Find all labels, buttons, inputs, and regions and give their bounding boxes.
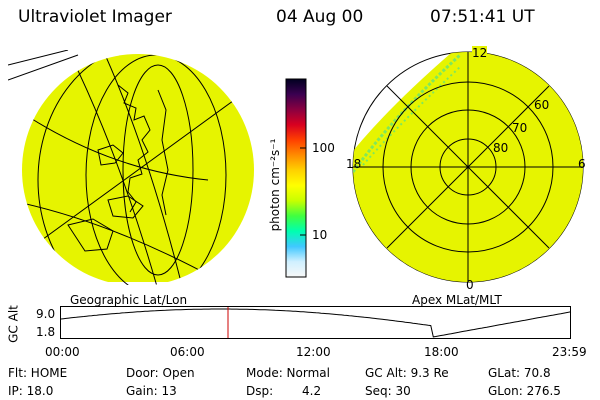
polar-image-panel bbox=[352, 51, 584, 283]
altitude-axis-label: GC Alt bbox=[6, 305, 21, 343]
meridian-line bbox=[22, 109, 209, 181]
coastline bbox=[67, 218, 114, 252]
altitude-strip-plot bbox=[60, 306, 572, 339]
meridian-line bbox=[67, 54, 159, 285]
altitude-tick-low: 1.8 bbox=[36, 325, 56, 339]
latitude-circle-40 bbox=[122, 64, 194, 276]
time-tick-1200: 12:00 bbox=[296, 345, 331, 359]
coastline bbox=[157, 89, 169, 216]
status-mode: Mode: Normal bbox=[246, 366, 330, 380]
colorbar-tick-10: 10 bbox=[312, 228, 328, 242]
altitude-curve bbox=[60, 308, 572, 338]
geographic-image-panel bbox=[8, 50, 268, 285]
time-tick-2359: 23:59 bbox=[552, 345, 587, 359]
status-gain: Gain: 13 bbox=[126, 384, 177, 398]
latitude-circle-80 bbox=[37, 54, 254, 285]
status-door: Door: Open bbox=[126, 366, 195, 380]
meridian-line bbox=[27, 89, 249, 251]
status-dsp-label: Dsp: bbox=[246, 384, 274, 398]
status-flt: Flt: HOME bbox=[8, 366, 68, 380]
coastline bbox=[107, 195, 144, 219]
left-panel-caption: Geographic Lat/Lon bbox=[70, 293, 188, 307]
time-tick-0600: 06:00 bbox=[170, 345, 205, 359]
time-label: 07:51:41 UT bbox=[430, 7, 535, 27]
colorbar-unit-label: photon cm⁻²s⁻¹ bbox=[268, 138, 282, 232]
mlt-label-12: 12 bbox=[472, 46, 488, 60]
colorbar-fill bbox=[285, 78, 307, 278]
status-dsp-value: 4.2 bbox=[302, 384, 322, 398]
time-tick-0000: 00:00 bbox=[45, 345, 80, 359]
mlt-label-6: 6 bbox=[578, 157, 586, 171]
status-gc-alt: GC Alt: 9.3 Re bbox=[365, 366, 449, 380]
coastline bbox=[97, 144, 124, 166]
date-label: 04 Aug 00 bbox=[276, 7, 364, 27]
horizon-line bbox=[8, 50, 69, 66]
mlt-line-diag bbox=[386, 85, 550, 249]
colorbar bbox=[285, 78, 307, 278]
mlt-label-0: 0 bbox=[466, 278, 474, 292]
status-ip: IP: 18.0 bbox=[8, 384, 54, 398]
mlt-label-18: 18 bbox=[346, 157, 362, 171]
horizon-line bbox=[8, 54, 79, 81]
right-panel-caption: Apex MLat/MLT bbox=[412, 293, 502, 307]
altitude-plot-frame bbox=[60, 306, 571, 339]
status-seq: Seq: 30 bbox=[365, 384, 411, 398]
time-tick-1800: 18:00 bbox=[424, 345, 459, 359]
meridian-line bbox=[102, 54, 184, 285]
status-glon: GLon: 276.5 bbox=[488, 384, 561, 398]
altitude-tick-high: 9.0 bbox=[36, 307, 56, 321]
mlat-label-70: 70 bbox=[512, 121, 528, 135]
noise-band bbox=[353, 53, 462, 173]
mlat-label-80: 80 bbox=[493, 141, 509, 155]
colorbar-tick-100: 100 bbox=[312, 141, 335, 155]
noise-band bbox=[362, 66, 461, 166]
instrument-title: Ultraviolet Imager bbox=[18, 7, 172, 27]
disk-bottom-cut bbox=[8, 282, 268, 285]
coastline bbox=[117, 84, 151, 213]
mlat-label-60: 60 bbox=[534, 98, 550, 112]
status-glat: GLat: 70.8 bbox=[488, 366, 551, 380]
